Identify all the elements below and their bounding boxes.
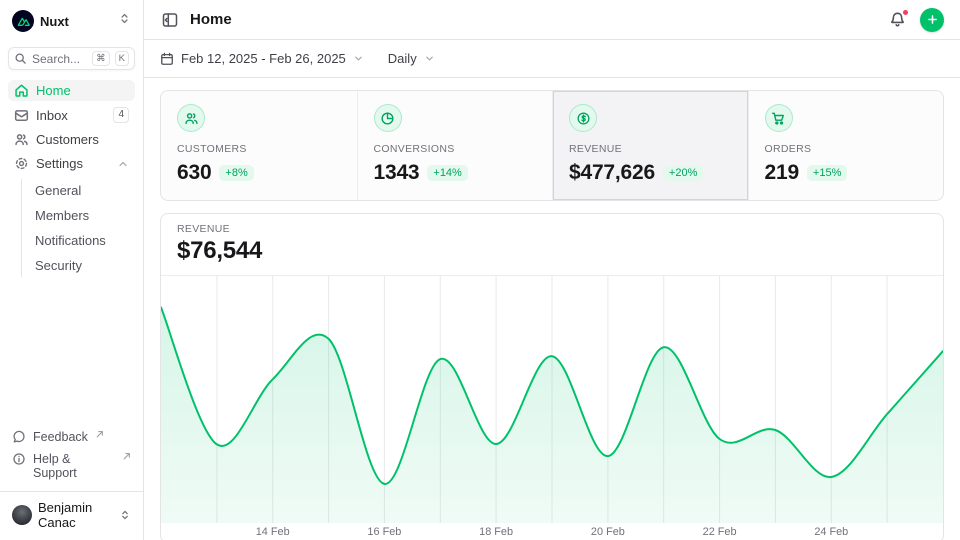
- stat-label: REVENUE: [569, 143, 622, 155]
- sidebar-item-inbox[interactable]: Inbox 4: [8, 104, 135, 126]
- stat-delta-badge: +20%: [662, 165, 704, 181]
- user-menu[interactable]: Benjamin Canac: [0, 491, 143, 536]
- users-icon: [177, 104, 205, 132]
- revenue-chart-card: REVENUE $76,544 14 Feb 16 Feb 18 Feb 20 Feb…: [160, 213, 944, 540]
- feedback-link[interactable]: Feedback: [8, 427, 135, 447]
- chart-header: REVENUE $76,544: [161, 214, 943, 276]
- notification-dot: [902, 9, 909, 16]
- sidebar-item-members[interactable]: Members: [35, 208, 90, 223]
- kbd-meta: ⌘: [92, 51, 110, 66]
- stat-value: 219: [764, 161, 800, 184]
- search-input[interactable]: Search... ⌘ K: [8, 47, 135, 70]
- stat-delta-badge: +8%: [219, 165, 254, 181]
- kbd-key: K: [114, 51, 129, 66]
- svg-text:18 Feb: 18 Feb: [479, 526, 513, 538]
- chart-area-fill: [161, 307, 943, 523]
- inbox-count-badge: 4: [113, 107, 129, 123]
- plus-icon: [926, 13, 939, 26]
- stat-card-conversions[interactable]: CONVERSIONS 1343 +14%: [356, 91, 553, 200]
- chart-label: REVENUE: [177, 223, 230, 235]
- settings-subnav: General Members Notifications Security: [21, 179, 135, 277]
- stat-label: CUSTOMERS: [177, 143, 247, 155]
- notifications-button[interactable]: [887, 9, 909, 30]
- svg-text:24 Feb: 24 Feb: [814, 526, 848, 538]
- gear-icon: [14, 156, 29, 171]
- sidebar-item-home[interactable]: Home: [8, 80, 135, 101]
- stat-value: $477,626: [569, 161, 655, 184]
- selector-icon: [118, 12, 131, 30]
- header-actions: [887, 7, 944, 32]
- date-range-value: Feb 12, 2025 - Feb 26, 2025: [181, 51, 346, 66]
- stat-card-revenue[interactable]: REVENUE $477,626 +20%: [552, 91, 748, 200]
- add-button[interactable]: [920, 7, 944, 32]
- granularity-select[interactable]: Daily: [388, 51, 435, 66]
- stat-label: ORDERS: [764, 143, 812, 155]
- calendar-icon: [160, 52, 174, 66]
- footer-item-label: Feedback: [33, 430, 88, 444]
- granularity-value: Daily: [387, 51, 417, 66]
- external-link-icon: [123, 452, 131, 460]
- filters-toolbar: Feb 12, 2025 - Feb 26, 2025 Daily: [144, 40, 960, 78]
- chevron-down-icon: [424, 53, 435, 64]
- sidebar-item-notifications[interactable]: Notifications: [35, 233, 106, 248]
- sidebar-footer: Feedback Help & Support Benjamin Canac: [0, 427, 143, 536]
- stat-delta-badge: +14%: [427, 165, 468, 181]
- inbox-icon: [14, 108, 29, 123]
- stat-delta-badge: +15%: [806, 165, 848, 181]
- workspace-switcher[interactable]: Nuxt: [8, 8, 135, 34]
- bell-icon: [889, 11, 906, 28]
- info-circle-icon: [12, 452, 26, 466]
- sidebar-item-label: Home: [36, 83, 71, 98]
- stat-card-orders[interactable]: ORDERS 219 +15%: [747, 91, 944, 200]
- users-icon: [14, 132, 29, 147]
- chart-x-axis-labels: 14 Feb 16 Feb 18 Feb 20 Feb 22 Feb 24 Feb: [256, 526, 849, 538]
- sidebar: Nuxt Search... ⌘ K Home: [0, 0, 144, 540]
- home-icon: [14, 83, 29, 98]
- svg-text:22 Feb: 22 Feb: [703, 526, 737, 538]
- avatar: [12, 505, 32, 525]
- footer-item-label: Help & Support: [33, 452, 77, 480]
- sidebar-item-label: Customers: [36, 132, 99, 147]
- speech-bubble-icon: [12, 430, 26, 444]
- chevron-up-icon: [117, 158, 129, 170]
- search-placeholder: Search...: [32, 51, 81, 66]
- chart-line: [161, 306, 943, 485]
- stat-card-customers[interactable]: CUSTOMERS 630 +8%: [161, 91, 357, 200]
- stat-value: 1343: [373, 161, 420, 184]
- circle-dollar-icon: [569, 104, 597, 132]
- sidebar-item-customers[interactable]: Customers: [8, 129, 135, 150]
- cart-icon: [764, 104, 793, 132]
- selector-icon: [119, 509, 131, 521]
- sidebar-item-label: Settings: [36, 156, 83, 171]
- revenue-area-chart[interactable]: 14 Feb 16 Feb 18 Feb 20 Feb 22 Feb 24 Feb: [161, 276, 943, 540]
- chart-value: $76,544: [177, 237, 263, 264]
- sidebar-item-label: Inbox: [36, 107, 68, 123]
- collapse-sidebar-button[interactable]: [160, 10, 180, 30]
- sidebar-item-general[interactable]: General: [35, 183, 82, 198]
- stats-row: CUSTOMERS 630 +8% CONVERSIONS 1343 +14%: [160, 90, 944, 201]
- sidebar-item-security[interactable]: Security: [35, 258, 82, 273]
- stat-value: 630: [177, 161, 212, 184]
- pie-chart-icon: [373, 104, 402, 132]
- main-header: Home: [144, 0, 960, 40]
- nuxt-logo-icon: [12, 10, 34, 32]
- external-link-icon: [96, 430, 104, 438]
- brand-name: Nuxt: [40, 13, 69, 29]
- date-range-picker[interactable]: Feb 12, 2025 - Feb 26, 2025: [160, 51, 364, 66]
- svg-text:16 Feb: 16 Feb: [367, 526, 401, 538]
- help-support-link[interactable]: Help & Support: [8, 449, 135, 483]
- panel-collapse-icon: [162, 12, 178, 28]
- sidebar-item-settings[interactable]: Settings: [8, 153, 135, 174]
- content: CUSTOMERS 630 +8% CONVERSIONS 1343 +14%: [144, 78, 960, 540]
- svg-text:20 Feb: 20 Feb: [591, 526, 625, 538]
- user-name: Benjamin Canac: [38, 500, 93, 530]
- main-panel: Home Feb 12, 2: [144, 0, 960, 540]
- sidebar-nav: Home Inbox 4 Customers Settings: [8, 80, 135, 277]
- stat-label: CONVERSIONS: [373, 143, 455, 155]
- page-title: Home: [190, 11, 232, 28]
- search-icon: [14, 52, 27, 65]
- svg-text:14 Feb: 14 Feb: [256, 526, 290, 538]
- chevron-down-icon: [353, 53, 364, 64]
